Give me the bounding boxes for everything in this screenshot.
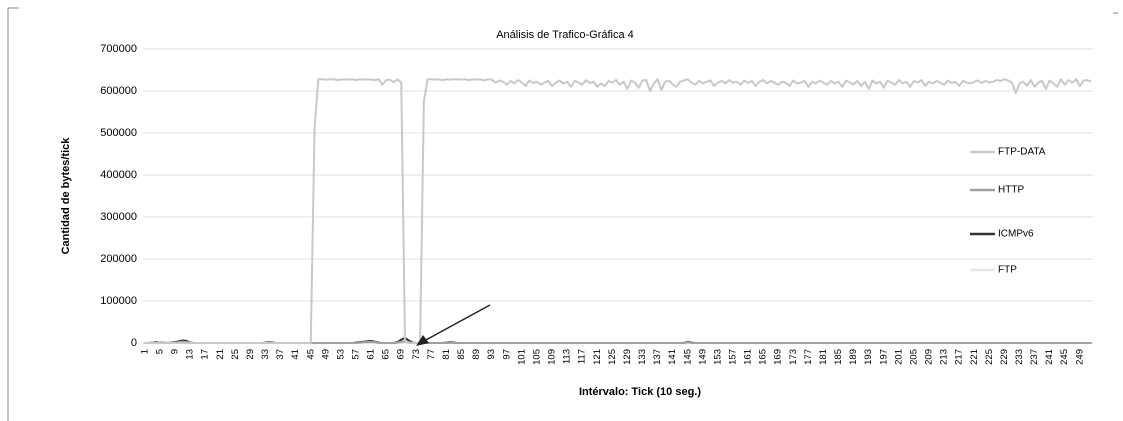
y-tick-label: 500000 bbox=[100, 127, 137, 139]
legend-label: FTP-DATA bbox=[998, 147, 1046, 158]
x-axis-title: Intérvalo: Tick (10 seg.) bbox=[579, 386, 701, 398]
x-tick-label: 117 bbox=[577, 349, 588, 364]
x-tick-label: 209 bbox=[924, 349, 935, 365]
chart-title: Análisis de Trafico-Gráfica 4 bbox=[496, 29, 634, 41]
x-tick-label: 149 bbox=[697, 349, 708, 365]
x-tick-label: 33 bbox=[260, 349, 271, 360]
legend-label: ICMPv6 bbox=[998, 229, 1034, 240]
y-tick-label: 700000 bbox=[100, 43, 137, 55]
x-tick-label: 125 bbox=[607, 349, 618, 365]
y-tick-label: 0 bbox=[131, 337, 137, 349]
x-tick-label: 201 bbox=[893, 349, 904, 365]
legend-label: HTTP bbox=[998, 185, 1024, 196]
annotation-arrow bbox=[416, 304, 491, 346]
x-tick-label: 205 bbox=[908, 349, 919, 365]
x-tick-label: 121 bbox=[592, 349, 603, 365]
x-tick-label: 65 bbox=[381, 349, 392, 360]
x-tick-label: 53 bbox=[335, 349, 346, 360]
x-tick-label: 25 bbox=[230, 349, 241, 360]
x-tick-label: 101 bbox=[516, 349, 527, 365]
x-tick-label: 229 bbox=[999, 349, 1010, 365]
x-tick-label: 137 bbox=[652, 349, 663, 365]
x-tick-label: 177 bbox=[803, 349, 814, 365]
x-tick-label: 69 bbox=[396, 349, 407, 360]
arrow-line bbox=[423, 304, 491, 342]
x-tick-label: 89 bbox=[471, 349, 482, 360]
x-tick-label: 157 bbox=[727, 349, 738, 365]
x-tick-label: 105 bbox=[531, 349, 542, 365]
y-tick-label: 100000 bbox=[100, 295, 137, 307]
x-tick-label: 233 bbox=[1014, 349, 1025, 365]
x-tick-label: 217 bbox=[954, 349, 965, 365]
x-tick-label: 73 bbox=[411, 349, 422, 360]
x-tick-label: 145 bbox=[682, 349, 693, 365]
x-tick-label: 29 bbox=[245, 349, 256, 360]
plot-area: 0 100000 200000 300000 400000 500000 600000 700… bbox=[100, 43, 1093, 365]
x-tick-label: 161 bbox=[743, 349, 754, 365]
x-tick-label: 237 bbox=[1029, 349, 1040, 365]
legend-label: FTP bbox=[998, 265, 1017, 276]
x-tick-label: 169 bbox=[773, 349, 784, 365]
y-tick-label: 200000 bbox=[100, 253, 137, 265]
x-tick-label: 141 bbox=[667, 349, 678, 365]
x-tick-label: 165 bbox=[758, 349, 769, 365]
x-tick-label: 193 bbox=[863, 349, 874, 365]
x-tick-label: 21 bbox=[215, 349, 226, 360]
x-tick-label: 17 bbox=[200, 349, 211, 360]
x-tick-label: 213 bbox=[939, 349, 950, 365]
x-tick-label: 37 bbox=[275, 349, 286, 360]
y-tick-label: 400000 bbox=[100, 169, 137, 181]
x-tick-label: 5 bbox=[154, 349, 165, 354]
x-tick-label: 1 bbox=[139, 349, 150, 354]
x-tick-label: 93 bbox=[486, 349, 497, 360]
x-tick-label: 9 bbox=[170, 349, 181, 354]
arrow-head bbox=[416, 335, 429, 346]
x-tick-label: 249 bbox=[1074, 349, 1085, 365]
y-tick-label: 300000 bbox=[100, 211, 137, 223]
series-line bbox=[144, 78, 1092, 344]
x-tick-label: 109 bbox=[547, 349, 558, 365]
x-tick-label: 173 bbox=[788, 349, 799, 365]
x-tick-label: 13 bbox=[185, 349, 196, 360]
frame bbox=[7, 7, 19, 421]
x-tick-label: 133 bbox=[637, 349, 648, 365]
x-tick-label: 245 bbox=[1059, 349, 1070, 365]
x-tick-label: 57 bbox=[351, 349, 362, 360]
x-tick-label: 97 bbox=[501, 349, 512, 360]
x-tick-label: 153 bbox=[712, 349, 723, 365]
x-tick-label: 189 bbox=[848, 349, 859, 365]
x-tick-label: 45 bbox=[305, 349, 316, 360]
y-axis-title: Cantidad de bytes/tick bbox=[60, 137, 72, 255]
x-tick-label: 41 bbox=[290, 349, 301, 360]
x-tick-label: 185 bbox=[833, 349, 844, 365]
x-tick-label: 225 bbox=[984, 349, 995, 365]
x-tick-label: 81 bbox=[441, 349, 452, 360]
y-tick-label: 600000 bbox=[100, 85, 137, 97]
x-tick-label: 113 bbox=[562, 349, 573, 364]
x-tick-label: 197 bbox=[878, 349, 889, 365]
x-tick-label: 77 bbox=[426, 349, 437, 360]
x-tick-label: 221 bbox=[969, 349, 980, 365]
x-tick-label: 181 bbox=[818, 349, 829, 365]
x-tick-label: 61 bbox=[366, 349, 377, 360]
x-tick-label: 85 bbox=[456, 349, 467, 360]
x-tick-label: 129 bbox=[622, 349, 633, 365]
x-tick-label: 49 bbox=[320, 349, 331, 360]
x-tick-label: 241 bbox=[1044, 349, 1055, 365]
